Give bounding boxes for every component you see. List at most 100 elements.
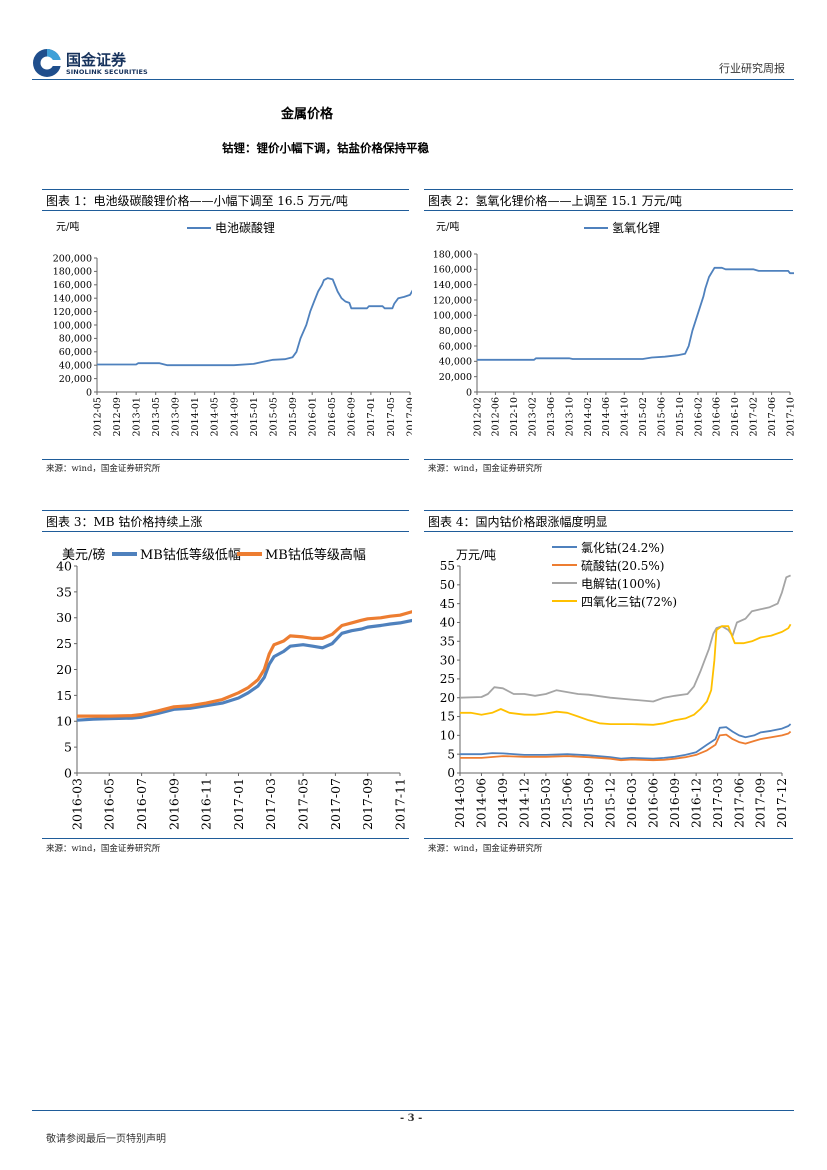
section-title: 金属价格 [281,107,334,122]
fig3-legend-label: MB钴低等级高幅 [265,547,366,563]
fig1-y-tick-label: 160,000 [53,280,92,291]
fig4-x-tick-label: 2014-09 [496,778,510,828]
fig2-x-tick-label: 2014-10 [620,397,631,436]
fig1-y-label: 元/吨 [56,220,79,233]
fig2-bottom-rule [424,210,793,211]
fig3-x-tick-label: 2016-07 [134,778,149,830]
fig4-x-tick-label: 2017-09 [754,778,768,828]
fig4-series-line [460,723,792,760]
fig1-x-tick-label: 2017-01 [366,397,377,436]
fig1-x-tick-label: 2014-09 [229,397,240,436]
fig4-x-tick-label: 2016-09 [668,778,682,828]
fig1-x-tick-label: 2013-09 [171,397,182,436]
logo-text-cn: 国金证券 [66,51,127,69]
fig4-y-label: 万元/吨 [456,548,496,562]
fig3-series-line [76,618,412,722]
fig1-x-tick-label: 2012-09 [112,397,123,436]
fig4-legend-label: 硫酸钴(20.5%) [581,558,665,573]
fig2-y-tick-label: 0 [466,387,472,398]
fig4-x-tick-label: 2015-09 [582,778,596,828]
fig4-x-tick-label: 2015-12 [603,778,617,828]
fig1-source-rule [42,459,409,460]
fig4-y-tick-label: 50 [440,578,455,592]
fig3-y-tick-label: 5 [64,740,72,755]
fig2-x-tick-label: 2015-06 [656,397,667,436]
fig2-top-rule [424,189,793,190]
fig2-series-line [477,266,794,361]
fig2-x-tick-label: 2014-06 [601,397,612,436]
fig4-y-tick-label: 10 [440,729,455,743]
fig1-x-tick-label: 2012-05 [92,397,103,436]
fig4-x-tick-label: 2015-03 [539,778,553,828]
fig4-y-tick-label: 20 [440,691,455,705]
fig1-x-tick-label: 2016-09 [347,397,358,436]
page-number: - 3 - [400,1113,423,1124]
fig4-x-tick-label: 2017-06 [732,778,746,828]
fig4-y-tick-label: 0 [447,766,455,780]
fig4-x-tick-label: 2014-03 [453,778,467,828]
fig4-y-tick-label: 45 [440,597,455,611]
fig1-x-tick-label: 2015-01 [249,397,260,436]
fig3-x-tick-label: 2016-05 [102,778,117,830]
fig1-chart: 0 20,000 40,000 60,000 80,000 100,000 120,000 1… [53,220,412,436]
fig3-source-rule [42,838,409,839]
fig1-title: 图表 1：电池级碳酸锂价格——小幅下调至 16.5 万元/吨 [46,194,348,208]
fig1-legend-label: 电池碳酸锂 [215,220,275,235]
fig4-y-tick-label: 35 [440,634,455,648]
fig1-y-tick-label: 80,000 [59,334,92,345]
fig1-x-tick-label: 2014-05 [210,397,221,436]
fig1-y-tick-label: 60,000 [59,347,92,358]
fig1-y-tick-label: 0 [86,387,92,398]
fig3-y-tick-label: 10 [56,714,72,729]
footer-disclaimer: 敬请参阅最后一页特别声明 [46,1134,166,1145]
fig2-x-tick-label: 2015-02 [638,397,649,436]
fig4-y-tick-label: 40 [440,616,455,630]
fig1-y-tick-label: 180,000 [53,267,92,278]
fig4-x-tick-label: 2016-12 [689,778,703,828]
fig4-x-tick-label: 2014-06 [475,778,489,828]
fig3-x-tick-label: 2016-11 [199,778,214,830]
fig3-x-tick-label: 2017-07 [328,778,343,830]
fig3-x-tick-label: 2016-09 [166,778,181,830]
fig2-x-tick-label: 2016-06 [712,397,723,436]
fig2-x-tick-label: 2013-06 [546,397,557,436]
fig3-y-tick-label: 0 [64,765,72,780]
fig3-y-label: 美元/磅 [62,547,105,563]
fig3-x-tick-label: 2017-01 [231,778,246,830]
fig3-legend-label: MB钴低等级低幅 [140,547,241,563]
fig3-x-tick-label: 2016-03 [69,778,84,830]
fig2-x-tick-label: 2016-10 [730,397,741,436]
fig4-legend-label: 电解钴(100%) [581,576,661,591]
fig1-bottom-rule [42,210,409,211]
fig3-top-rule [42,510,409,511]
fig1-x-tick-label: 2013-05 [151,397,162,436]
fig3-x-tick-label: 2017-09 [360,778,375,830]
fig1-y-tick-label: 40,000 [59,361,92,372]
fig2-legend-label: 氢氧化锂 [612,220,660,235]
fig2-y-label: 元/吨 [436,220,459,233]
fig2-x-tick-label: 2013-10 [564,397,575,436]
fig1-x-tick-label: 2017-09 [405,397,412,436]
fig3-series-line [77,610,412,718]
fig3-x-tick-label: 2017-03 [263,778,278,830]
fig3-source: 来源：wind，国金证券研究所 [46,844,161,854]
fig4-y-tick-label: 25 [440,672,455,686]
fig2-x-tick-label: 2014-02 [583,397,594,436]
fig4-x-tick-label: 2016-06 [646,778,660,828]
fig2-source: 来源：wind，国金证券研究所 [428,464,543,474]
fig1-x-tick-label: 2017-05 [386,397,397,436]
fig3-chart: 0 5 10 15 20 25 30 35 40 2016-03 2016-05 2016-07 201… [56,547,412,830]
footer-rule [32,1110,794,1111]
fig3-x-tick-label: 2017-05 [295,778,310,830]
fig2-y-tick-label: 40,000 [439,357,472,368]
fig2-x-tick-label: 2015-10 [675,397,686,436]
fig4-x-tick-label: 2017-12 [775,778,789,828]
fig1-y-tick-label: 200,000 [53,253,92,264]
fig1-x-tick-label: 2016-05 [327,397,338,436]
fig3-y-tick-label: 15 [56,688,72,703]
fig2-chart: 0 20,000 40,000 60,000 80,000 100,000 120,000 1… [433,220,794,436]
fig1-top-rule [42,189,409,190]
fig4-x-tick-label: 2015-06 [561,778,575,828]
fig4-legend-label: 四氧化三钴(72%) [581,594,677,609]
fig2-y-tick-label: 80,000 [439,326,472,337]
